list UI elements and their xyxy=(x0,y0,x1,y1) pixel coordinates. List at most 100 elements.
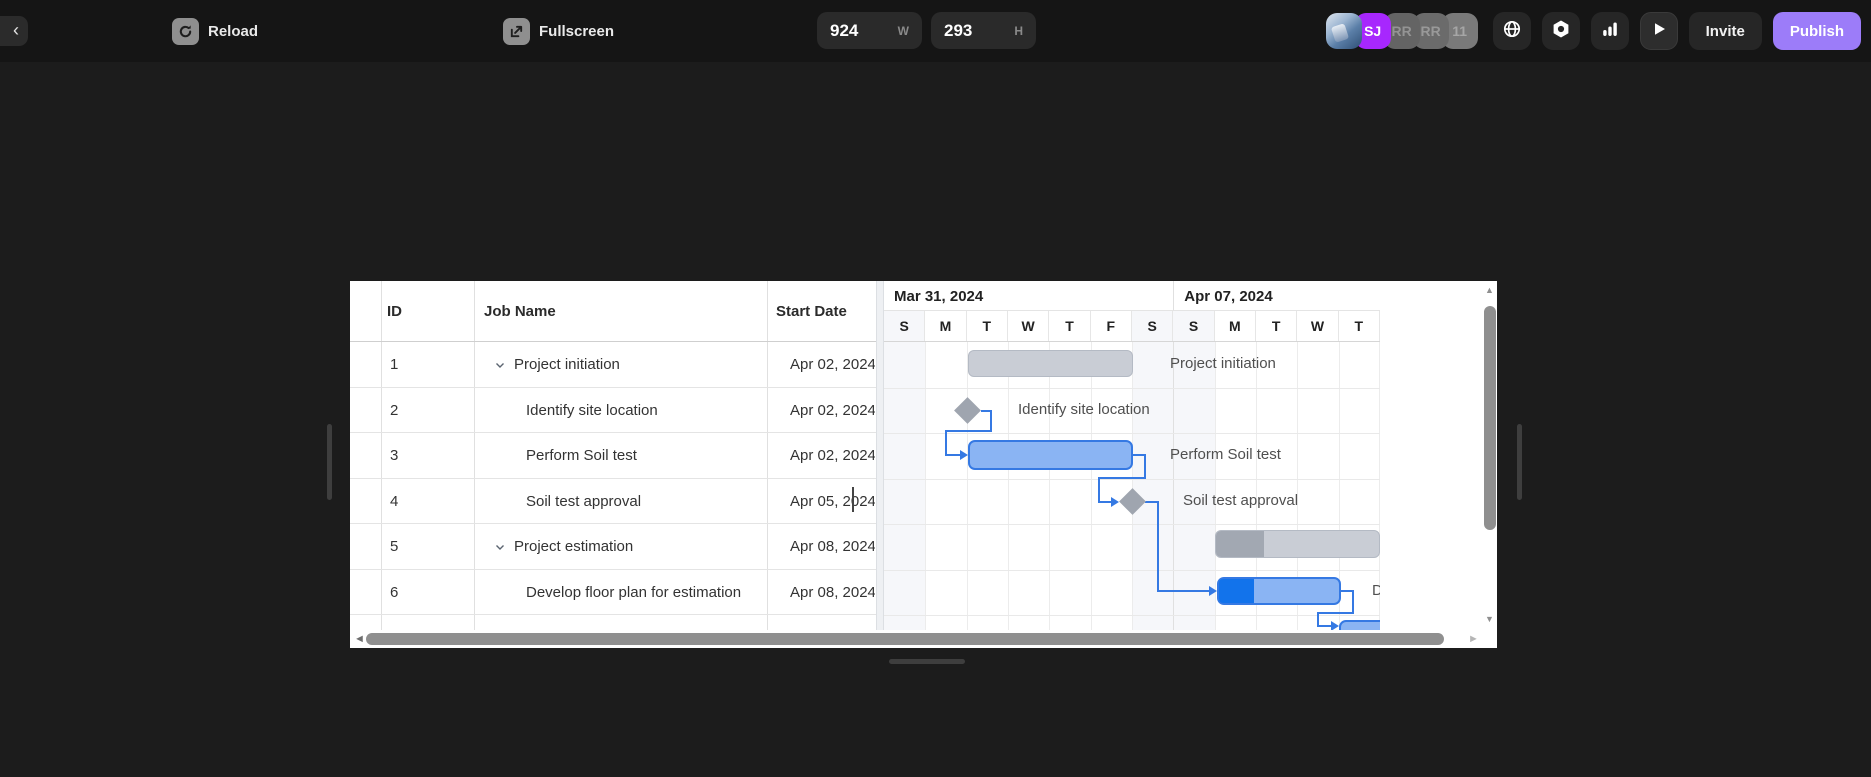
day-header: T xyxy=(1256,311,1298,341)
bar-label: Soil test approval xyxy=(1183,492,1299,509)
top-toolbar: ‹ Reload Fullscreen 924 W 293 H SJ RR RR… xyxy=(0,0,1871,62)
play-button[interactable] xyxy=(1639,12,1678,50)
vertical-scroll-thumb[interactable] xyxy=(1484,306,1496,530)
day-header: W xyxy=(1297,311,1339,341)
chevron-down-icon[interactable] xyxy=(494,540,506,557)
day-header: S xyxy=(1132,311,1174,341)
cell-start-date[interactable]: Apr 05, 2024 xyxy=(790,492,875,510)
table-row[interactable]: 5 Project estimation Apr 08, 2024 xyxy=(350,524,876,570)
hexagon-button[interactable] xyxy=(1541,12,1580,50)
col-header-job-name[interactable]: Job Name xyxy=(484,303,556,320)
day-header: T xyxy=(1049,311,1091,341)
dependency-line xyxy=(990,409,992,432)
cell-job-name[interactable]: Project initiation xyxy=(514,356,620,373)
table-divider xyxy=(767,281,768,630)
stats-button[interactable] xyxy=(1590,12,1629,50)
cell-start-date[interactable]: Apr 08, 2024 xyxy=(790,583,875,601)
bar-label: Project initiation xyxy=(1170,355,1276,372)
collaborator-avatars: SJ RR RR 11 xyxy=(1325,13,1478,49)
grid-chart-splitter[interactable] xyxy=(876,281,884,630)
width-input[interactable]: 924 W xyxy=(817,12,922,49)
cell-start-date[interactable]: Apr 02, 2024 xyxy=(790,447,875,464)
table-row[interactable]: 4 Soil test approval Apr 05, 2024 xyxy=(350,479,876,524)
hexagon-nut-icon xyxy=(1551,19,1571,44)
globe-button[interactable] xyxy=(1492,12,1531,50)
bar-label: Perform Soil test xyxy=(1170,446,1281,463)
cell-job-name[interactable]: Develop floor plan for estimation xyxy=(526,583,742,601)
horizontal-scroll-thumb[interactable] xyxy=(366,633,1444,645)
resize-handle-left[interactable] xyxy=(327,424,332,500)
scroll-right-icon[interactable]: ► xyxy=(1468,633,1479,645)
table-row[interactable]: 1 Project initiation Apr 02, 2024 xyxy=(350,342,876,388)
cell-job-name[interactable]: Perform Soil test xyxy=(526,447,637,464)
gantt-bar-perform-soil-test[interactable] xyxy=(968,440,1133,470)
table-row[interactable]: 2 Identify site location Apr 02, 2024 xyxy=(350,388,876,433)
publish-button[interactable]: Publish xyxy=(1772,12,1861,50)
col-header-id[interactable]: ID xyxy=(387,303,402,320)
height-unit: H xyxy=(1014,23,1023,38)
dependency-arrow xyxy=(1331,621,1339,631)
avatar-photo[interactable] xyxy=(1325,13,1362,49)
dependency-line xyxy=(1317,612,1319,627)
resize-handle-bottom[interactable] xyxy=(889,659,965,664)
dependency-arrow xyxy=(1209,586,1217,596)
day-header: M xyxy=(1215,311,1256,341)
cell-start-date[interactable]: Apr 02, 2024 xyxy=(790,401,875,419)
width-value: 924 xyxy=(830,20,859,40)
cell-id: 2 xyxy=(390,401,399,419)
gantt-bar-develop-floor-plan[interactable] xyxy=(1217,577,1341,605)
chevron-down-icon[interactable] xyxy=(494,358,506,375)
cell-job-name[interactable]: Project estimation xyxy=(514,538,634,555)
cell-id: 1 xyxy=(390,356,399,373)
cell-job-name[interactable]: Identify site location xyxy=(526,401,658,419)
invite-button[interactable]: Invite xyxy=(1688,12,1762,50)
table-row[interactable]: 6 Develop floor plan for estimation Apr … xyxy=(350,570,876,615)
dependency-line xyxy=(1341,590,1354,592)
scroll-up-icon[interactable]: ▲ xyxy=(1485,285,1494,295)
back-button[interactable]: ‹ xyxy=(0,16,28,46)
dependency-arrow xyxy=(1111,496,1119,507)
gantt-bar-list-materials[interactable] xyxy=(1339,620,1380,631)
cell-job-name[interactable]: Soil test approval xyxy=(526,492,642,510)
dependency-line xyxy=(1144,454,1146,479)
day-header: T xyxy=(1339,311,1380,341)
table-row[interactable]: 3 Perform Soil test Apr 02, 2024 xyxy=(350,433,876,479)
stats-bars-icon xyxy=(1600,19,1620,44)
scroll-left-icon[interactable]: ◄ xyxy=(354,633,365,645)
table-divider xyxy=(381,281,382,630)
gantt-panel: ID Job Name Start Date 1 Project initiat… xyxy=(350,281,1497,648)
dependency-line xyxy=(1157,590,1209,592)
gantt-bar-parent-project-estimation[interactable] xyxy=(1215,530,1380,558)
dependency-line xyxy=(1157,500,1159,592)
table-divider xyxy=(474,281,475,630)
fullscreen-button[interactable]: Fullscreen xyxy=(503,0,614,62)
dependency-line xyxy=(945,429,947,456)
grid-header: ID Job Name Start Date xyxy=(350,281,876,342)
horizontal-scrollbar[interactable]: ◄ ► xyxy=(350,630,1497,648)
cell-start-date[interactable]: Apr 02, 2024 xyxy=(790,356,875,373)
gantt-chart-area: Project initiation Identify site locatio… xyxy=(884,342,1380,631)
day-header: S xyxy=(1173,311,1215,341)
resize-handle-right[interactable] xyxy=(1517,424,1522,500)
dependency-line xyxy=(1317,625,1332,627)
reload-button[interactable]: Reload xyxy=(172,0,258,62)
vertical-scrollbar[interactable]: ▲ ▼ xyxy=(1483,281,1497,630)
fullscreen-icon xyxy=(503,17,530,45)
height-input[interactable]: 293 H xyxy=(931,12,1036,49)
col-header-start-date[interactable]: Start Date xyxy=(776,303,847,320)
dependency-line xyxy=(1098,500,1112,503)
gantt-milestone-identify-site-location[interactable] xyxy=(954,397,981,424)
dependency-line xyxy=(1145,500,1159,503)
dependency-line xyxy=(1352,590,1354,614)
cell-id: 4 xyxy=(390,492,399,510)
gantt-bar-parent-project-initiation[interactable] xyxy=(968,350,1133,377)
dependency-line xyxy=(1098,477,1100,502)
week-header: Apr 07, 2024 xyxy=(1173,281,1380,311)
scroll-down-icon[interactable]: ▼ xyxy=(1485,614,1494,624)
cell-start-date[interactable]: Apr 08, 2024 xyxy=(790,538,875,555)
reload-label: Reload xyxy=(208,22,259,40)
progress-fill xyxy=(1216,531,1264,557)
cell-id: 5 xyxy=(390,538,399,555)
height-value: 293 xyxy=(944,20,973,40)
reload-icon xyxy=(172,17,199,45)
